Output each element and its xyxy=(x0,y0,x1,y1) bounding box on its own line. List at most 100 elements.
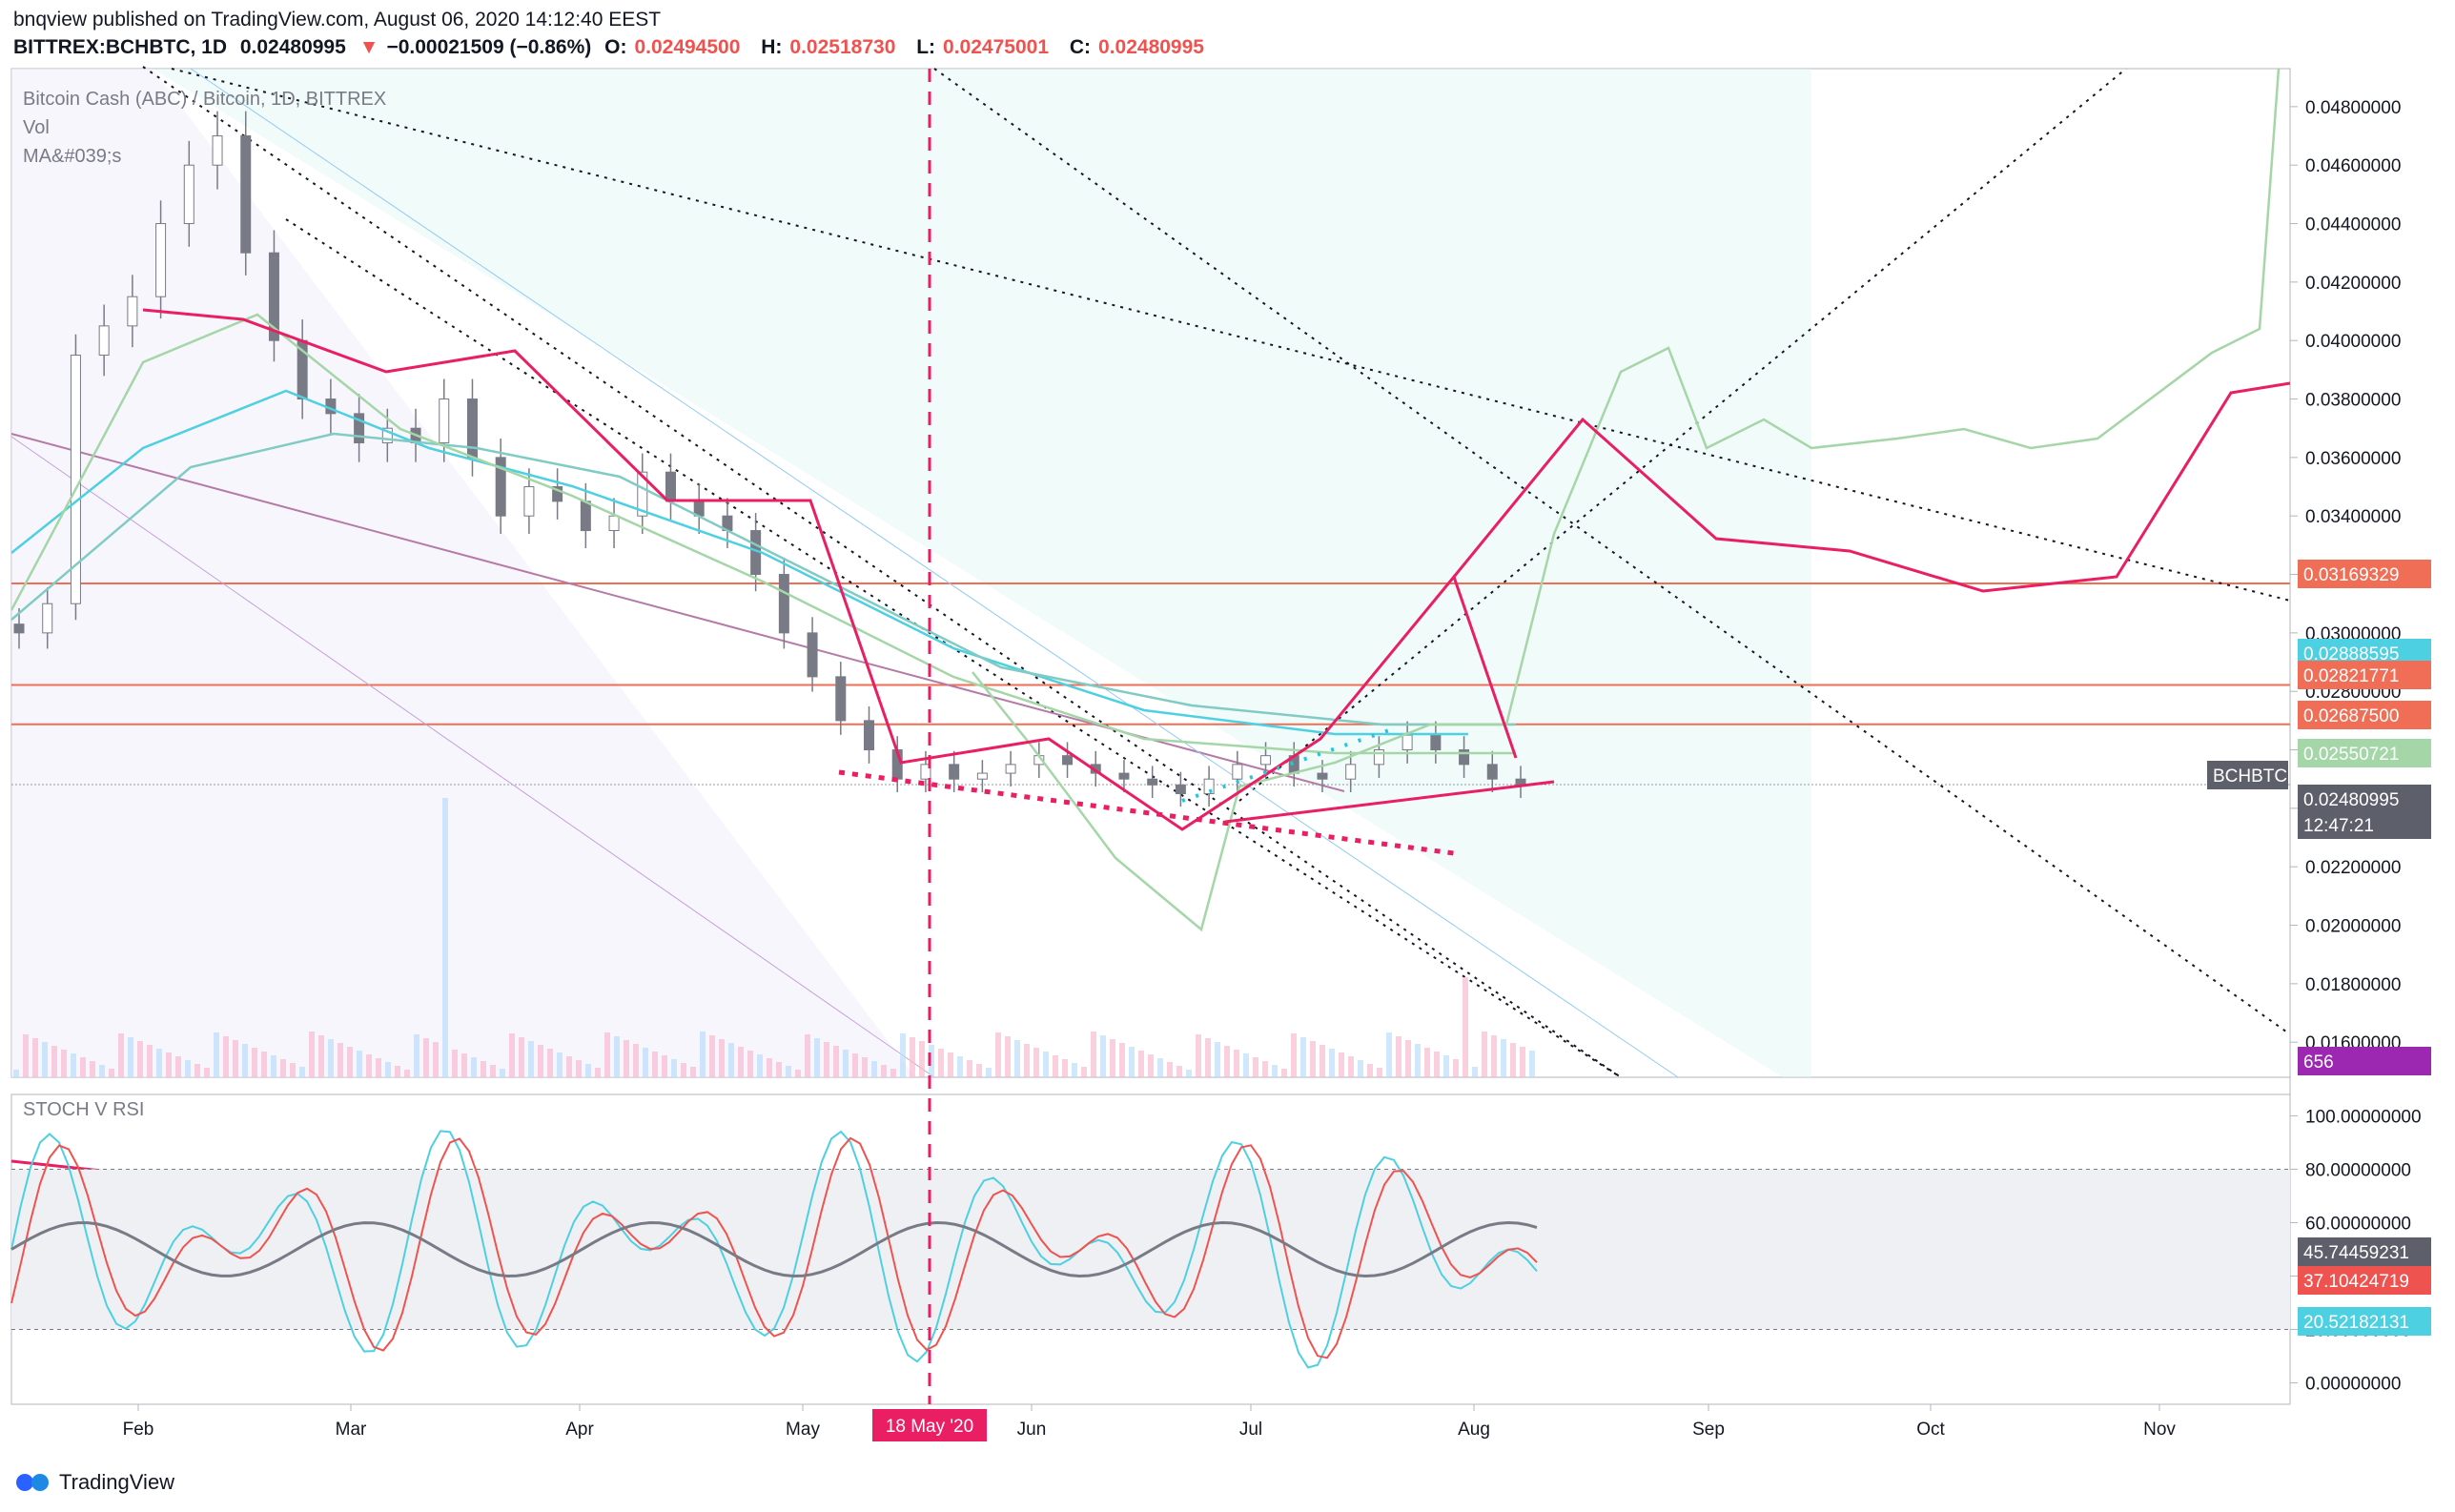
volume-bar xyxy=(395,1066,400,1077)
volume-bar xyxy=(643,1048,648,1077)
ma-line-green xyxy=(10,313,1516,755)
time-tick-label: Nov xyxy=(2143,1420,2176,1440)
volume-bar xyxy=(214,1032,219,1077)
candle-body xyxy=(495,457,506,517)
price-tick-label: 0.04000000 xyxy=(2305,332,2401,352)
volume-bar xyxy=(557,1052,563,1077)
price-tick-label: 0.02000000 xyxy=(2305,917,2401,937)
volume-bar xyxy=(814,1038,820,1077)
candle-body xyxy=(637,471,648,517)
volume-bar xyxy=(128,1037,133,1077)
pink-pattern-polyline[interactable] xyxy=(142,308,1518,831)
candle-body xyxy=(523,486,535,517)
candle-body xyxy=(268,252,279,341)
close-label: C: xyxy=(1069,36,1092,58)
volume-bar xyxy=(919,1041,925,1077)
price-tag-label: 0.03169329 xyxy=(2303,565,2399,585)
stoch-tick-label: 80.00000000 xyxy=(2305,1160,2411,1180)
candle-body xyxy=(778,574,789,634)
trend-line-dotted[interactable] xyxy=(142,66,1622,1078)
volume-bar xyxy=(481,1061,486,1077)
stoch-tick-label: 100.00000000 xyxy=(2305,1107,2422,1127)
legend-vol: Vol xyxy=(23,117,50,138)
stoch-tick-label: 60.00000000 xyxy=(2305,1214,2411,1234)
volume-bar xyxy=(910,1037,915,1077)
publisher-line: bnqview published on TradingView.com, Au… xyxy=(13,9,662,31)
candle-body xyxy=(1317,772,1328,780)
volume-bar xyxy=(1014,1040,1020,1077)
volume-bar xyxy=(1176,1066,1182,1077)
volume-bar xyxy=(671,1059,677,1077)
trend-line-blue[interactable] xyxy=(190,68,1679,1078)
volume-bar xyxy=(1234,1050,1239,1077)
volume-bar xyxy=(471,1057,477,1077)
date-marker-label: 18 May '20 xyxy=(886,1417,973,1437)
high-value: 0.02518730 xyxy=(789,36,896,58)
time-tick-label: Aug xyxy=(1458,1420,1490,1440)
stoch-d-line xyxy=(10,1136,1538,1359)
trend-line-dotted[interactable] xyxy=(285,218,1622,1078)
volume-bar xyxy=(862,1057,868,1077)
stoch-tag-label: 20.52182131 xyxy=(2303,1313,2409,1333)
volume-bar xyxy=(280,1059,286,1077)
volume-bar xyxy=(986,1068,992,1077)
volume-bar xyxy=(376,1058,381,1077)
candle-body xyxy=(98,325,110,357)
volume-bar xyxy=(900,1033,906,1077)
open-label: O: xyxy=(604,36,627,58)
pink-rising-support[interactable] xyxy=(1224,780,1555,824)
symbol-label[interactable]: BITTREX:BCHBTC, 1D xyxy=(13,36,227,58)
candle-body xyxy=(1260,755,1272,766)
time-tick-label: Oct xyxy=(1916,1420,1945,1440)
volume-bar xyxy=(1434,1052,1440,1077)
time-tick-label: Apr xyxy=(565,1420,594,1440)
pink-projection-polyline[interactable] xyxy=(1452,381,2291,593)
candle-body xyxy=(439,398,450,444)
volume-bar xyxy=(51,1046,57,1077)
volume-bar xyxy=(1033,1048,1039,1077)
trend-line-dotted[interactable] xyxy=(1238,68,2127,802)
price-tag-bg xyxy=(2298,560,2431,588)
volume-bar xyxy=(690,1067,696,1077)
volume-bar xyxy=(976,1064,982,1077)
stoch-tag-bg xyxy=(2298,1266,2431,1295)
volume-bar xyxy=(776,1062,782,1077)
volume-bar xyxy=(795,1070,801,1077)
stoch-legend: STOCH V RSI xyxy=(23,1099,144,1120)
candle-body xyxy=(552,486,563,502)
volume-bar xyxy=(71,1053,76,1077)
volume-bar xyxy=(843,1050,849,1077)
time-tick-label: May xyxy=(786,1420,820,1440)
volume-bar xyxy=(633,1044,639,1077)
volume-bar xyxy=(271,1055,276,1077)
volume-bar xyxy=(347,1047,353,1077)
volume-bar xyxy=(824,1042,829,1077)
volume-bar xyxy=(166,1052,172,1077)
trend-line-dotted[interactable] xyxy=(171,68,2291,602)
time-tick-label: Mar xyxy=(336,1420,367,1440)
volume-bar xyxy=(681,1063,686,1077)
volume-bar xyxy=(1253,1057,1258,1077)
candle-body xyxy=(240,135,252,254)
volume-bar xyxy=(1482,1032,1487,1077)
trend-line-dotted[interactable] xyxy=(933,68,2291,1035)
volume-bar xyxy=(1348,1056,1354,1077)
volume-bar xyxy=(385,1062,391,1077)
volume-bar xyxy=(719,1039,725,1077)
volume-bar xyxy=(366,1054,372,1077)
candle-body xyxy=(1345,764,1357,780)
volume-bar xyxy=(242,1044,248,1077)
volume-bar xyxy=(1043,1052,1049,1077)
price-tick-label: 0.01800000 xyxy=(2305,975,2401,995)
trend-line-lower[interactable] xyxy=(10,436,935,1078)
volume-bar xyxy=(1443,1055,1449,1077)
price-tag-label: 0.02687500 xyxy=(2303,706,2399,726)
candle-body xyxy=(807,632,818,678)
pink-dotted-support[interactable] xyxy=(838,769,1455,856)
volume-bar xyxy=(1148,1054,1154,1077)
volume-bar xyxy=(252,1048,257,1077)
volume-bar xyxy=(1081,1067,1087,1077)
price-tag-bg xyxy=(2298,661,2431,689)
volume-bar xyxy=(767,1058,772,1077)
